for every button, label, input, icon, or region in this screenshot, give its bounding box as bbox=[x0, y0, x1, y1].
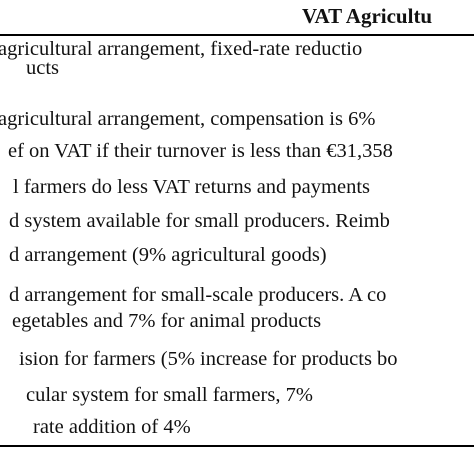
row-text-line: d arrangement (9% agricultural goods) bbox=[9, 244, 327, 266]
table-row: d arrangement (9% agricultural goods) bbox=[9, 244, 474, 266]
table-row: d system available for small producers. … bbox=[9, 210, 474, 232]
table-bottom-rule bbox=[0, 445, 474, 447]
table-row: cular system for small farmers, 7% bbox=[26, 384, 474, 406]
row-text-line: cular system for small farmers, 7% bbox=[26, 384, 313, 406]
row-text-line: rate addition of 4% bbox=[33, 416, 191, 438]
table-row: d arrangement for small-scale producers.… bbox=[9, 282, 474, 332]
row-text-line: ucts bbox=[26, 57, 60, 79]
table-row: agricultural arrangement, fixed-rate red… bbox=[0, 38, 472, 79]
row-text-line: d arrangement for small-scale producers.… bbox=[9, 284, 387, 306]
table-row: agricultural arrangement, compensation i… bbox=[0, 108, 472, 130]
row-text-line: agricultural arrangement, compensation i… bbox=[0, 108, 376, 130]
row-text-line: ef on VAT if their turnover is less than… bbox=[8, 140, 393, 162]
table-row: ision for farmers (5% increase for produ… bbox=[19, 348, 474, 370]
row-text-line: d system available for small producers. … bbox=[9, 210, 390, 232]
column-header-vat-agriculture: VAT Agricultu bbox=[302, 4, 433, 28]
table-row: l farmers do less VAT returns and paymen… bbox=[13, 176, 474, 198]
table-header-row: VAT Agricultu bbox=[0, 0, 474, 36]
row-text-line: l farmers do less VAT returns and paymen… bbox=[13, 176, 370, 198]
row-text-line: agricultural arrangement, fixed-rate red… bbox=[0, 38, 363, 60]
row-text-line: ision for farmers (5% increase for produ… bbox=[19, 348, 398, 370]
table-row: rate addition of 4% bbox=[33, 416, 474, 438]
table-row: ef on VAT if their turnover is less than… bbox=[8, 140, 474, 162]
row-text-line: egetables and 7% for animal products bbox=[12, 310, 322, 332]
